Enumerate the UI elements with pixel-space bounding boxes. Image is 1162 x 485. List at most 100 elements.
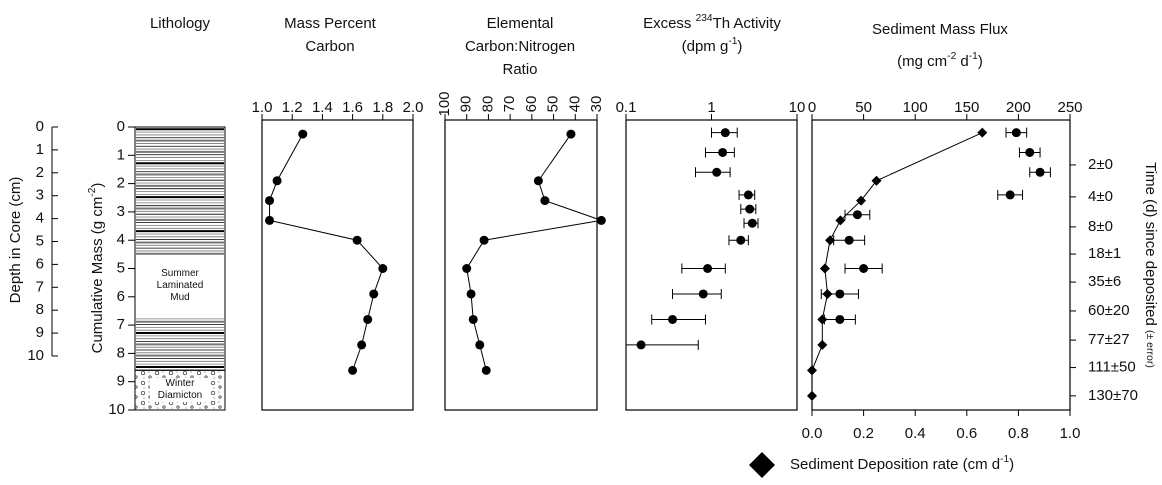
plot-frame [625,119,798,411]
y2-tick-label: 35±6 [1088,273,1121,290]
x-tick-label: 100 [903,99,928,116]
x-tick-label: 40 [566,96,583,113]
text-part: Sediment Deposition rate (cm d [790,456,1000,473]
y-tick-label: 3 [117,203,125,220]
legend-label: Sediment Deposition rate (cm d-1) [790,454,1014,473]
depth-tick-label: 10 [27,347,44,364]
text-part: Depth in Core (cm) [7,177,24,304]
data-point [856,195,867,206]
data-point [743,190,753,200]
text-part: Lithology [150,15,211,32]
data-point [703,264,713,273]
chart-title: Carbon [305,38,354,55]
y2-tick-label: 130±70 [1088,387,1138,404]
depth-tick-label: 0 [36,118,44,135]
data-point [352,235,362,245]
x-tick-label: 0.8 [1008,425,1029,442]
data-point [747,218,757,228]
x-tick-label: 1.4 [312,99,333,116]
y-tick-label: 5 [117,259,125,276]
y-tick-label: 6 [117,288,125,305]
data-point [348,365,358,375]
y-axis-label: Cumulative Mass (g cm-2) [87,183,106,354]
data-point [835,314,845,324]
depth-tick-label: 2 [36,164,44,181]
data-point [718,147,728,157]
plot-frame [444,119,598,411]
text-part: d [956,53,969,70]
y-tick-label: 2 [117,175,125,192]
plot-frame [261,119,414,411]
data-point [298,129,308,139]
unit-label: Winter Diamicton [150,378,210,403]
y-tick-label: 7 [117,316,125,333]
data-point [835,289,845,299]
y2-axis-label: Time (d) since deposited (± error) [1142,162,1159,368]
unit-label: Summer Laminated Mud [156,268,204,304]
depth-tick-label: 1 [36,141,44,158]
data-point [712,167,722,177]
data-point [835,215,846,226]
data-point [378,264,388,273]
y2-tick-label: 8±0 [1088,218,1113,235]
depth-tick-label: 9 [36,324,44,341]
text-part: -2 [947,51,956,62]
text-part: Mass Percent [284,15,377,32]
x-tick-label: 0.4 [905,425,926,442]
depth-tick-label: 7 [36,278,44,295]
text-part: -1 [728,36,737,47]
text-part: -1 [1000,454,1009,465]
y2-tick-label: 111±50 [1088,359,1136,376]
depth-axis-label: Depth in Core (cm) [7,177,24,304]
text-part: (mg cm [897,53,947,70]
x-tick-label: 100 [436,91,453,116]
text-part: ) [1009,456,1014,473]
y2-tick-label: 4±0 [1088,188,1113,205]
data-point [1025,147,1035,157]
data-point [596,215,606,225]
data-point [265,196,275,206]
data-point [636,340,646,350]
text-part: Sediment Mass Flux [872,21,1008,38]
data-point [540,196,550,206]
chart-title: Carbon:Nitrogen [465,38,575,55]
data-point [1011,128,1021,138]
x-tick-label: 0.1 [616,99,637,116]
text-part: (± error) [1144,330,1156,368]
x-tick-label: 1.2 [282,99,303,116]
chart-title: Elemental [487,15,554,32]
data-point [468,314,478,324]
x-tick-label: 30 [588,96,605,113]
text-part: -1 [969,51,978,62]
text-part: Ratio [502,61,537,78]
x-tick-label: 1.8 [372,99,393,116]
chart-title: Mass Percent [284,15,377,32]
chart-title: Lithology [150,15,211,32]
data-line [269,133,384,371]
text-part: Time (d) since deposited [1142,162,1159,330]
y-tick-label: 10 [108,401,125,418]
text-part: -2 [87,187,98,196]
x-tick-label: 1.0 [252,99,273,116]
data-point [977,127,988,138]
chart-title: (mg cm-2 d-1) [897,51,983,70]
depth-tick-label: 5 [36,232,44,249]
y-tick-label: 1 [117,146,125,163]
depth-tick-label: 8 [36,301,44,318]
x-tick-label: 150 [954,99,979,116]
data-point [475,340,485,350]
data-point [1035,167,1045,177]
data-point [807,390,817,401]
data-point [566,129,576,139]
depth-tick-label: 6 [36,255,44,272]
x-tick-label: 0.0 [802,425,823,442]
data-point [736,235,746,245]
chart-title: Sediment Mass Flux [872,21,1008,38]
x-tick-label: 0.6 [956,425,977,442]
data-point [817,339,828,350]
x-tick-label: 50 [855,99,872,116]
data-point [462,264,472,273]
data-point [481,365,491,375]
data-point [859,264,869,273]
chart-title: Ratio [502,61,537,78]
